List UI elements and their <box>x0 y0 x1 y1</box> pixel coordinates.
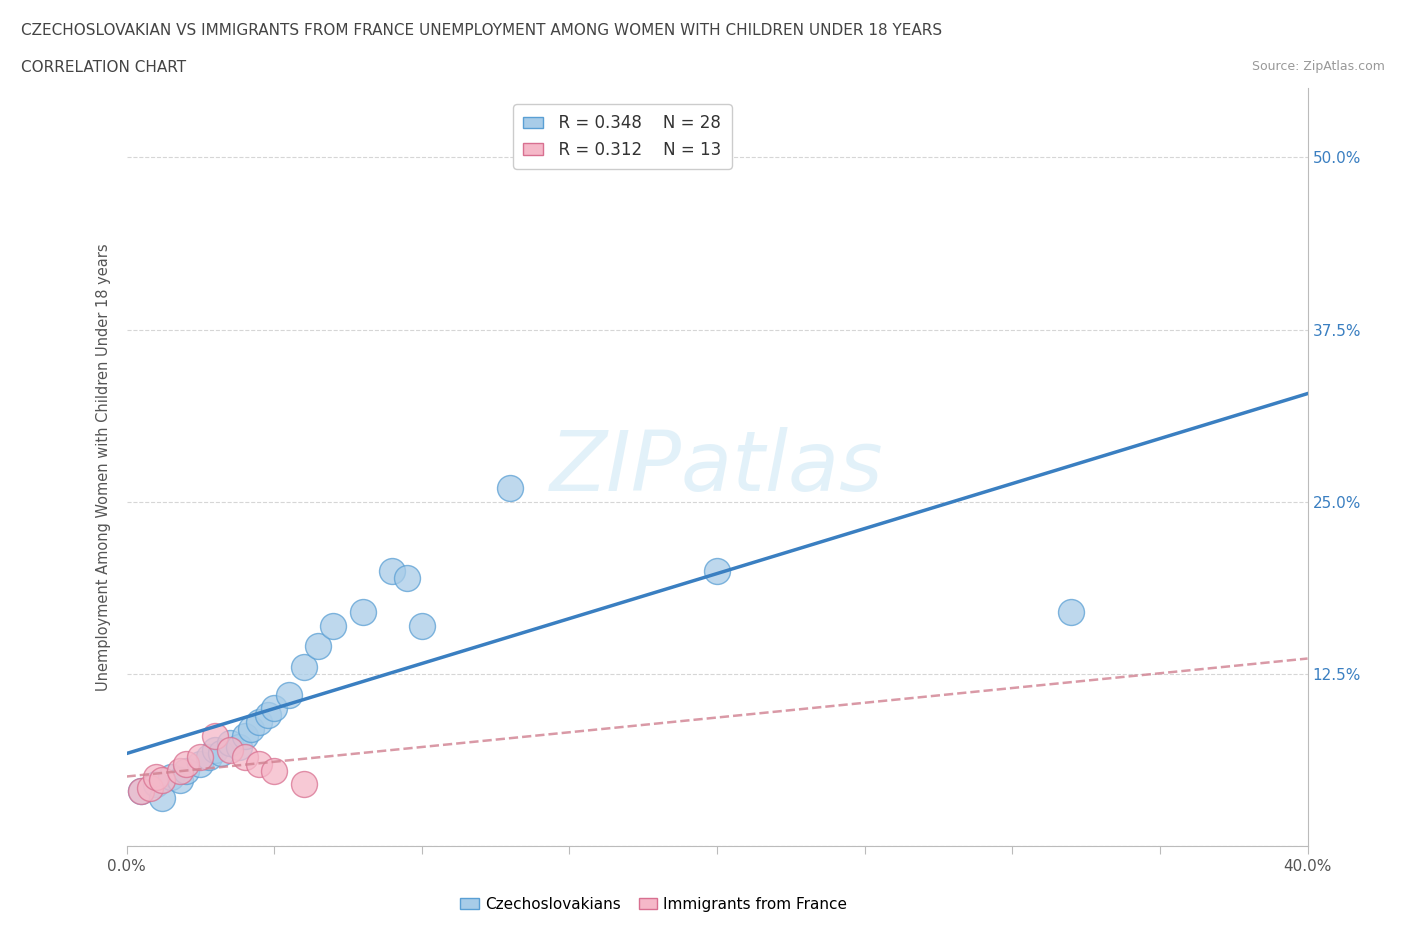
Text: CZECHOSLOVAKIAN VS IMMIGRANTS FROM FRANCE UNEMPLOYMENT AMONG WOMEN WITH CHILDREN: CZECHOSLOVAKIAN VS IMMIGRANTS FROM FRANC… <box>21 23 942 38</box>
Point <box>188 750 211 764</box>
Point <box>1060 604 1083 619</box>
Point <box>209 745 232 760</box>
Legend:   R = 0.348    N = 28,   R = 0.312    N = 13: R = 0.348 N = 28, R = 0.312 N = 13 <box>513 104 731 168</box>
Point <box>169 763 191 777</box>
Point <box>239 722 262 737</box>
Point <box>381 564 404 578</box>
Point <box>219 742 242 757</box>
Point <box>247 756 270 771</box>
Point <box>204 742 226 757</box>
Point <box>174 756 197 771</box>
Point <box>145 777 167 791</box>
Text: Source: ZipAtlas.com: Source: ZipAtlas.com <box>1251 60 1385 73</box>
Point <box>396 570 419 585</box>
Point <box>292 777 315 791</box>
Point <box>129 784 153 799</box>
Point <box>150 773 173 788</box>
Point <box>233 750 256 764</box>
Point <box>499 481 522 496</box>
Point <box>257 708 280 723</box>
Point <box>145 770 167 785</box>
Y-axis label: Unemployment Among Women with Children Under 18 years: Unemployment Among Women with Children U… <box>96 244 111 691</box>
Point <box>139 781 162 796</box>
Point <box>322 618 344 633</box>
Point <box>188 756 211 771</box>
Text: CORRELATION CHART: CORRELATION CHART <box>21 60 186 75</box>
Point <box>159 770 183 785</box>
Point <box>706 564 728 578</box>
Point <box>247 715 270 730</box>
Point <box>411 618 433 633</box>
Point <box>263 701 285 716</box>
Point <box>352 604 374 619</box>
Point <box>219 736 242 751</box>
Point <box>204 728 226 743</box>
Point <box>150 790 173 805</box>
Point <box>233 728 256 743</box>
Point <box>263 763 285 777</box>
Point <box>129 784 153 799</box>
Text: ZIPatlas: ZIPatlas <box>550 427 884 508</box>
Point <box>307 639 329 654</box>
Legend: Czechoslovakians, Immigrants from France: Czechoslovakians, Immigrants from France <box>454 891 853 918</box>
Point <box>228 739 250 754</box>
Point <box>198 750 221 764</box>
Point <box>292 659 315 674</box>
Point <box>278 687 301 702</box>
Point <box>169 773 191 788</box>
Point <box>174 763 197 777</box>
